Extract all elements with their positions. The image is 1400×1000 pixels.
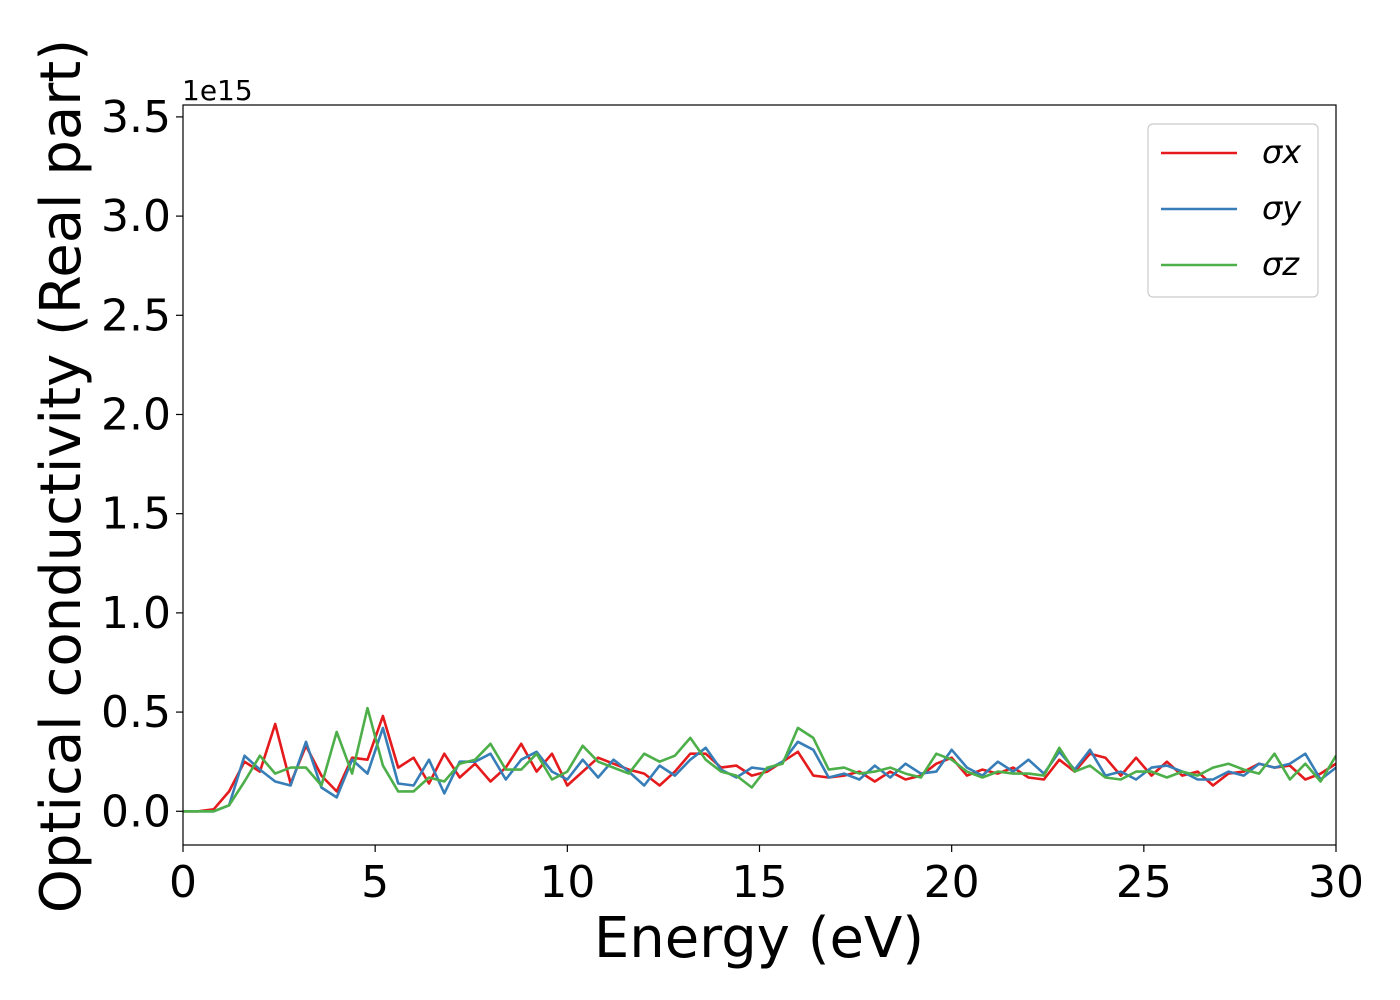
series-lines [183,706,1336,813]
y-tick-label: 3.0 [101,191,171,242]
x-tick-label: 15 [732,857,788,908]
x-tick-label: 5 [361,857,389,908]
x-axis-label: Energy (eV) [594,906,924,971]
series-line-3 [183,706,1336,813]
y-axis-label: Optical conductivity (Real part) [29,39,94,913]
plot-area [182,104,1337,846]
legend-box [1147,123,1319,298]
legend-label-2: σy [1262,189,1302,227]
x-tick-label: 30 [1308,857,1364,908]
x-tick-label: 10 [539,857,595,908]
x-tick-label: 20 [924,857,980,908]
y-tick-label: 2.5 [101,290,171,341]
x-tick-label: 25 [1116,857,1172,908]
y-axis-ticks: 0.0 0.5 1.0 1.5 2.0 2.5 3.0 3.5 [101,92,183,837]
y-tick-label: 0.5 [101,687,171,738]
x-axis-ticks: 0 5 10 15 20 25 30 [169,845,1364,908]
y-tick-label: 3.5 [101,92,171,143]
legend: σx σy σz [1147,123,1319,298]
x-tick-label: 0 [169,857,197,908]
y-axis-offset-label: 1e15 [182,74,253,107]
series-line-2 [183,726,1336,813]
y-tick-label: 2.0 [101,389,171,440]
y-tick-label: 1.0 [101,588,171,639]
y-tick-label: 1.5 [101,489,171,540]
legend-label-3: σz [1262,245,1300,283]
y-tick-label: 0.0 [101,786,171,837]
legend-label-1: σx [1262,133,1302,171]
